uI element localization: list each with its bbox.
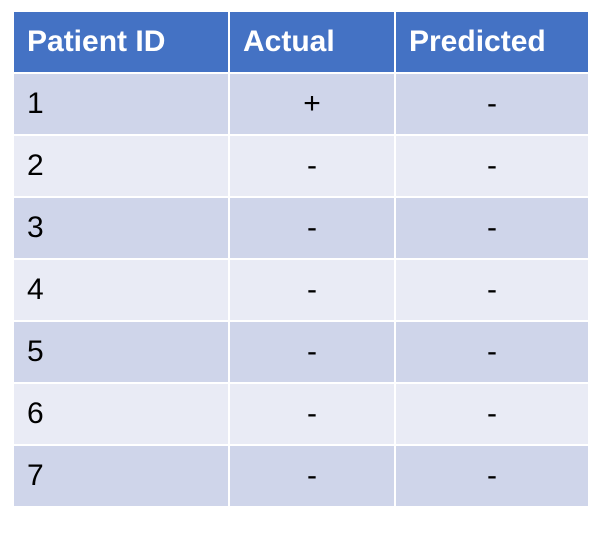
table-row: 4 - - [13, 259, 589, 321]
actual-cell: - [229, 383, 395, 445]
patient-id-cell: 7 [13, 445, 229, 507]
patient-id-cell: 1 [13, 73, 229, 135]
predicted-cell: - [395, 73, 589, 135]
header-predicted: Predicted [395, 11, 589, 73]
patient-id-cell: 4 [13, 259, 229, 321]
actual-cell: - [229, 321, 395, 383]
predicted-cell: - [395, 383, 589, 445]
table-header-row: Patient ID Actual Predicted [13, 11, 589, 73]
patient-id-cell: 3 [13, 197, 229, 259]
predicted-cell: - [395, 445, 589, 507]
table-row: 5 - - [13, 321, 589, 383]
actual-cell: - [229, 259, 395, 321]
table-row: 6 - - [13, 383, 589, 445]
predicted-cell: - [395, 321, 589, 383]
patient-id-cell: 2 [13, 135, 229, 197]
table-row: 7 - - [13, 445, 589, 507]
actual-cell: - [229, 197, 395, 259]
header-actual: Actual [229, 11, 395, 73]
actual-cell: - [229, 135, 395, 197]
patient-prediction-table: Patient ID Actual Predicted 1 + - 2 - - … [12, 10, 590, 508]
actual-cell: - [229, 445, 395, 507]
header-patient-id: Patient ID [13, 11, 229, 73]
predicted-cell: - [395, 135, 589, 197]
predicted-cell: - [395, 259, 589, 321]
predicted-cell: - [395, 197, 589, 259]
patient-id-cell: 5 [13, 321, 229, 383]
actual-cell: + [229, 73, 395, 135]
table-row: 2 - - [13, 135, 589, 197]
patient-id-cell: 6 [13, 383, 229, 445]
table-row: 3 - - [13, 197, 589, 259]
table-row: 1 + - [13, 73, 589, 135]
